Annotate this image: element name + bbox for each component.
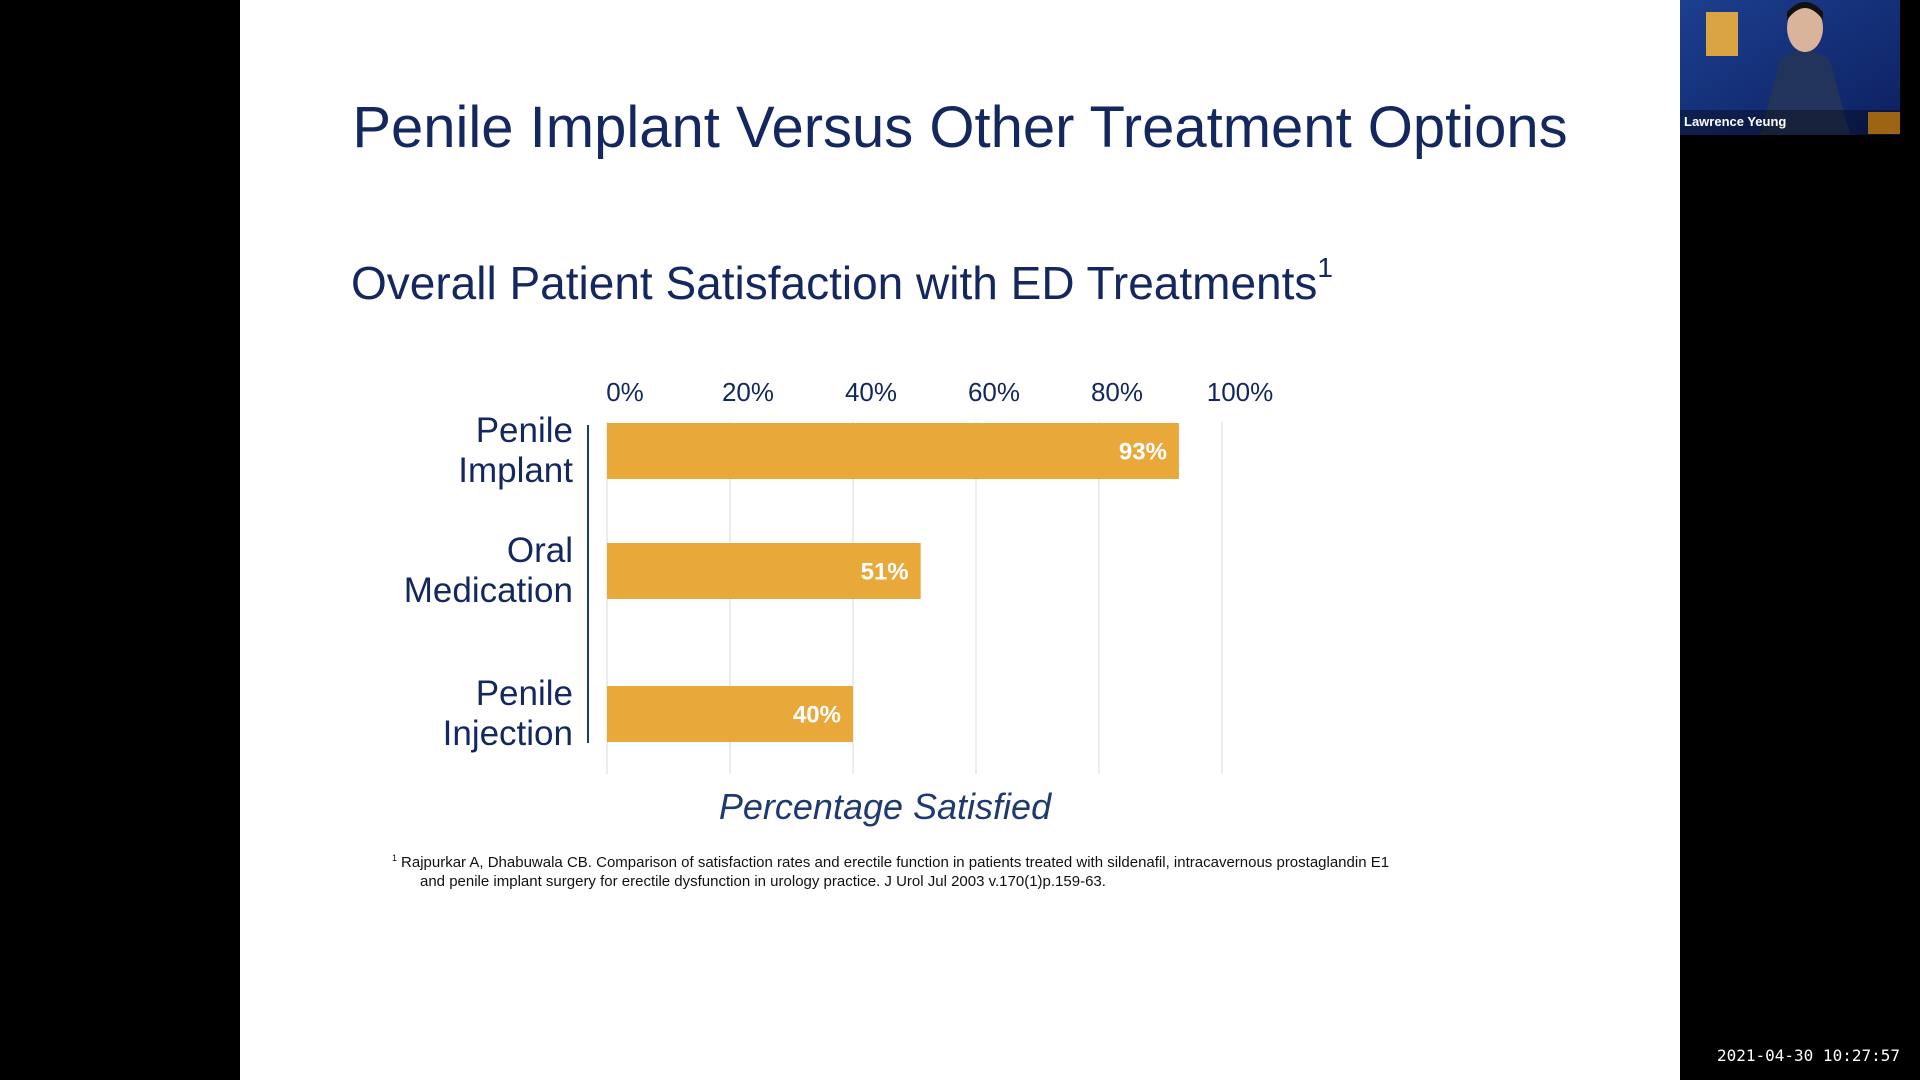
person-hair	[1787, 2, 1823, 20]
value-label: 51%	[861, 558, 909, 585]
video-thumbnail	[1680, 0, 1900, 135]
category-label: Penile Implant	[458, 411, 573, 490]
slide	[240, 0, 1680, 1080]
subtitle-text: Overall Patient Satisfaction with ED Tre…	[351, 257, 1318, 309]
footnote-line: and penile implant surgery for erectile …	[420, 873, 1106, 890]
bar	[607, 423, 1179, 479]
x-axis-label: Percentage Satisfied	[718, 786, 1052, 827]
x-tick-label: 100%	[1207, 377, 1274, 407]
badge	[1706, 12, 1738, 56]
value-label: 93%	[1119, 438, 1167, 465]
subtitle-marker: 1	[1317, 252, 1333, 283]
category-label: Penile Injection	[442, 674, 573, 753]
x-tick-label: 0%	[606, 377, 644, 407]
slide-title: Penile Implant Versus Other Treatment Op…	[352, 95, 1568, 160]
x-tick-label: 40%	[845, 377, 897, 407]
footnote-line: 1 Rajpurkar A, Dhabuwala CB. Comparison o…	[392, 849, 1389, 872]
person-body	[1760, 50, 1850, 135]
x-tick-label: 20%	[722, 377, 774, 407]
logo	[1868, 112, 1900, 134]
person-head	[1787, 4, 1823, 52]
footnote-marker: 1	[392, 853, 398, 863]
x-tick-label: 60%	[968, 377, 1020, 407]
x-tick-label: 80%	[1091, 377, 1143, 407]
name-bar	[1680, 110, 1900, 135]
timestamp: 2021-04-30 10:27:57	[1716, 1046, 1900, 1065]
category-label: Oral Medication	[403, 531, 573, 610]
value-label: 40%	[793, 701, 841, 728]
bar	[607, 686, 853, 742]
footnote: 1 Rajpurkar A, Dhabuwala CB. Comparison o…	[392, 849, 1389, 891]
chart-subtitle: Overall Patient Satisfaction with ED Tre…	[351, 252, 1333, 310]
participant-name: Lawrence Yeung	[1684, 114, 1787, 129]
footnote-text: Rajpurkar A, Dhabuwala CB. Comparison of…	[401, 854, 1390, 871]
bar	[607, 543, 921, 599]
